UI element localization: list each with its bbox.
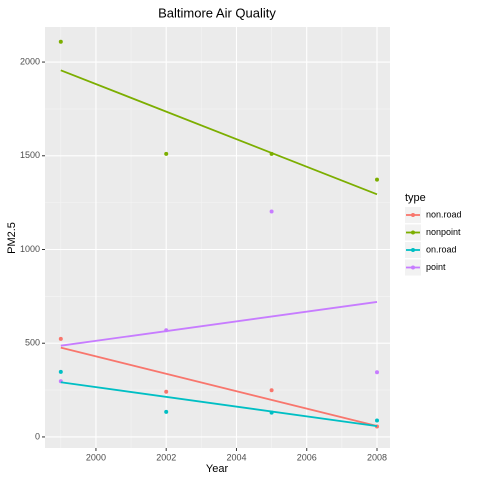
x-axis-label: Year: [206, 463, 229, 475]
point: [164, 409, 169, 414]
point: [269, 388, 274, 393]
legend-label: nonpoint: [426, 227, 461, 237]
trend-line: [60, 346, 378, 427]
legend-label: non.road: [426, 209, 462, 219]
point: [164, 151, 169, 156]
point: [375, 177, 380, 182]
point: [58, 369, 63, 374]
x-tick-label: 2000: [86, 452, 106, 462]
trend-line: [60, 301, 378, 347]
trend-line: [60, 69, 378, 196]
point: [58, 336, 63, 341]
y-tick-label: 500: [25, 338, 40, 348]
panel: [45, 27, 390, 448]
x-tick-label: 2006: [297, 452, 317, 462]
point: [164, 389, 169, 394]
legend-label: on.road: [426, 244, 457, 254]
legend-point: [411, 248, 415, 252]
legend-point: [411, 213, 415, 217]
legend-point: [411, 265, 415, 270]
y-tick-label: 1000: [20, 244, 40, 254]
y-tick-label: 2000: [20, 56, 40, 66]
y-tick-label: 1500: [20, 150, 40, 160]
y-tick-label: 0: [35, 431, 40, 441]
x-tick-label: 2004: [226, 452, 246, 462]
legend-point: [411, 230, 415, 235]
x-tick-label: 2002: [156, 452, 176, 462]
legend-title: type: [405, 192, 426, 204]
y-axis-label: PM2.5: [6, 222, 18, 254]
x-tick-label: 2008: [367, 452, 387, 462]
point: [375, 418, 380, 423]
point: [58, 39, 63, 44]
trend-line: [60, 381, 378, 428]
point: [375, 370, 380, 375]
legend-label: point: [426, 262, 446, 272]
chart-title: Baltimore Air Quality: [158, 5, 276, 20]
point: [269, 209, 274, 214]
